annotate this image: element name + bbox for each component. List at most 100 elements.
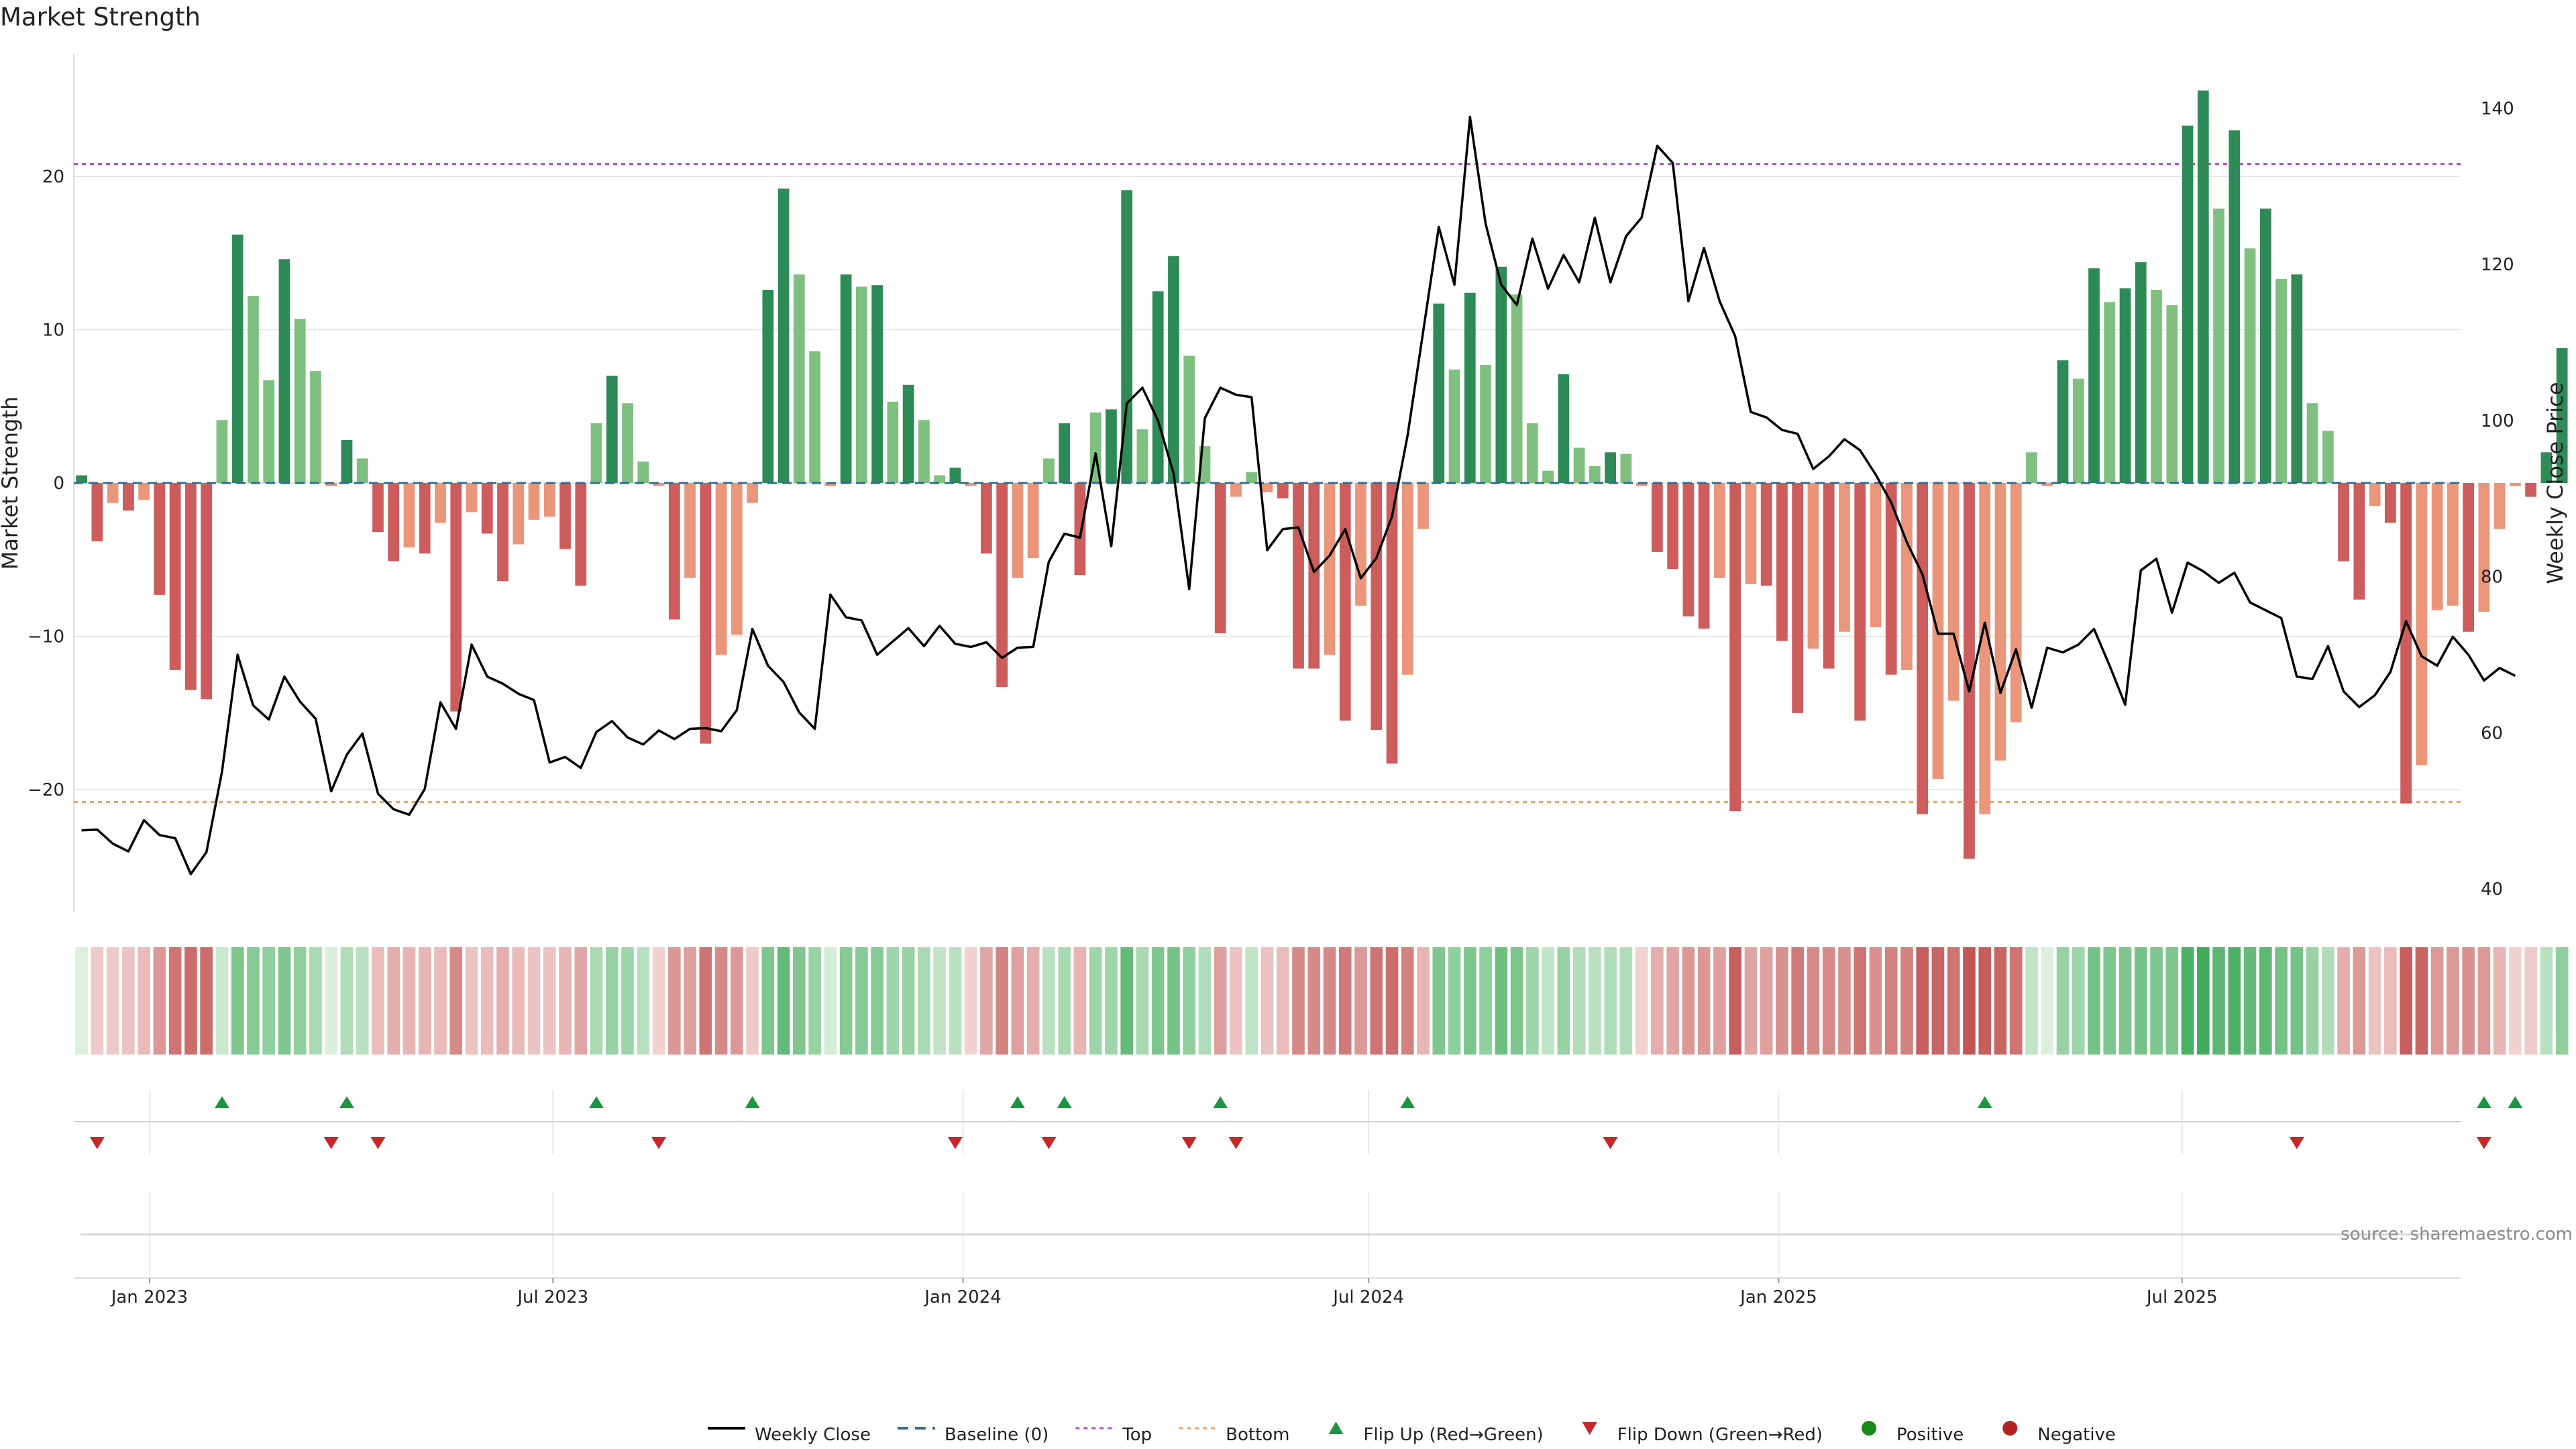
strength-bar — [1448, 369, 1460, 483]
strength-bar — [1792, 483, 1804, 713]
heat-cell — [1120, 947, 1134, 1055]
strength-bar — [1183, 356, 1195, 483]
strength-bar — [2493, 483, 2506, 529]
heat-cell — [2196, 947, 2210, 1055]
heat-cell — [1401, 947, 1414, 1055]
strength-bar — [2463, 483, 2474, 632]
heat-cell — [2337, 947, 2350, 1055]
heat-cell — [1572, 947, 1586, 1055]
strength-bar — [325, 483, 337, 486]
heat-cell — [1089, 947, 1102, 1055]
heat-cell — [215, 947, 229, 1055]
heat-cell — [418, 947, 431, 1055]
strength-bar — [466, 483, 478, 513]
heat-cell — [855, 947, 868, 1055]
heat-cell — [1963, 947, 1976, 1055]
strength-bar — [2400, 483, 2412, 804]
strength-bar — [2151, 290, 2162, 483]
heat-cell — [325, 947, 338, 1055]
heat-cell — [871, 947, 883, 1055]
heat-cell — [964, 947, 977, 1055]
lower-panel — [80, 1191, 2461, 1275]
heat-cell — [449, 947, 463, 1055]
heat-cell — [387, 947, 400, 1055]
flip-up-marker — [2508, 1096, 2523, 1108]
legend-label: Negative — [2037, 1425, 2116, 1445]
heat-cell — [2150, 947, 2163, 1055]
strength-bar — [1417, 483, 1429, 529]
heat-cell — [793, 947, 806, 1055]
heat-cell — [2430, 947, 2444, 1055]
strength-bar — [1620, 453, 1632, 483]
heat-cell — [2134, 947, 2147, 1055]
heat-cell — [2368, 947, 2381, 1055]
heat-cell — [2384, 947, 2397, 1055]
strength-bar — [138, 483, 150, 500]
strength-bar — [1526, 423, 1538, 483]
heat-cell — [2540, 947, 2553, 1055]
flip-down-marker — [370, 1137, 386, 1149]
legend-swatch-flip-up — [1328, 1421, 1344, 1434]
heat-cell — [402, 947, 416, 1055]
strength-bar — [824, 483, 837, 486]
strength-bar — [2197, 90, 2209, 483]
strength-bar — [1230, 483, 1242, 497]
heat-cell — [1464, 947, 1477, 1055]
heat-cell — [1884, 947, 1898, 1055]
strength-bar — [2447, 483, 2459, 606]
heat-cell — [2025, 947, 2038, 1055]
strength-bar — [1401, 483, 1413, 675]
heat-cell — [621, 947, 634, 1055]
strength-bar — [1573, 447, 1585, 483]
weekly-close-line — [81, 115, 2516, 875]
strength-bar — [2306, 403, 2318, 483]
strength-bar — [2166, 305, 2178, 483]
legend-label: Baseline (0) — [945, 1425, 1049, 1445]
strength-bar — [2010, 483, 2022, 722]
heat-cell — [1151, 947, 1165, 1055]
heat-cell — [1136, 947, 1149, 1055]
strength-bar — [622, 403, 633, 483]
legend-swatch-positive — [1862, 1421, 1877, 1436]
strength-bar — [185, 483, 197, 690]
strength-bar — [356, 458, 368, 483]
strength-bar — [1917, 483, 1929, 814]
heat-cell — [1744, 947, 1758, 1055]
strength-bar — [949, 468, 961, 483]
strength-bar — [1964, 483, 1975, 859]
heat-cell — [2103, 947, 2116, 1055]
heat-cell — [684, 947, 696, 1055]
strength-bar — [934, 475, 946, 483]
strength-bar — [1885, 483, 1897, 675]
heat-cell — [1900, 947, 1913, 1055]
strength-bar — [1667, 483, 1678, 569]
heat-cell — [1604, 947, 1617, 1055]
heat-cell — [2009, 947, 2023, 1055]
flip-up-marker — [589, 1096, 604, 1108]
strength-bar — [1339, 483, 1351, 721]
strength-bar — [419, 483, 431, 554]
heat-cell — [262, 947, 275, 1055]
heat-cell — [1854, 947, 1866, 1055]
heat-cell — [2555, 947, 2569, 1055]
legend-swatch-flip-down — [1582, 1422, 1597, 1435]
strength-bar — [216, 420, 228, 483]
strength-bar — [700, 483, 712, 744]
strength-bar — [637, 462, 649, 483]
flip-up-marker — [1213, 1096, 1228, 1108]
heat-cell — [527, 947, 541, 1055]
heat-cell — [1666, 947, 1679, 1055]
strength-bar — [2213, 208, 2224, 483]
strength-bar — [435, 483, 446, 523]
strength-bar — [809, 351, 820, 483]
heat-cell — [699, 947, 712, 1055]
strength-bar — [1308, 483, 1320, 669]
heat-cell — [2462, 947, 2475, 1055]
heat-cell — [543, 947, 556, 1055]
x-axis: Jan 2023 Jul 2023 Jan 2024 Jul 2024 Jan 2025… — [74, 1277, 2461, 1307]
strength-bar — [2088, 268, 2100, 483]
flip-down-marker — [1181, 1137, 1197, 1149]
strength-bar — [902, 384, 914, 483]
heat-cell — [247, 947, 260, 1055]
heat-cell — [746, 947, 759, 1055]
